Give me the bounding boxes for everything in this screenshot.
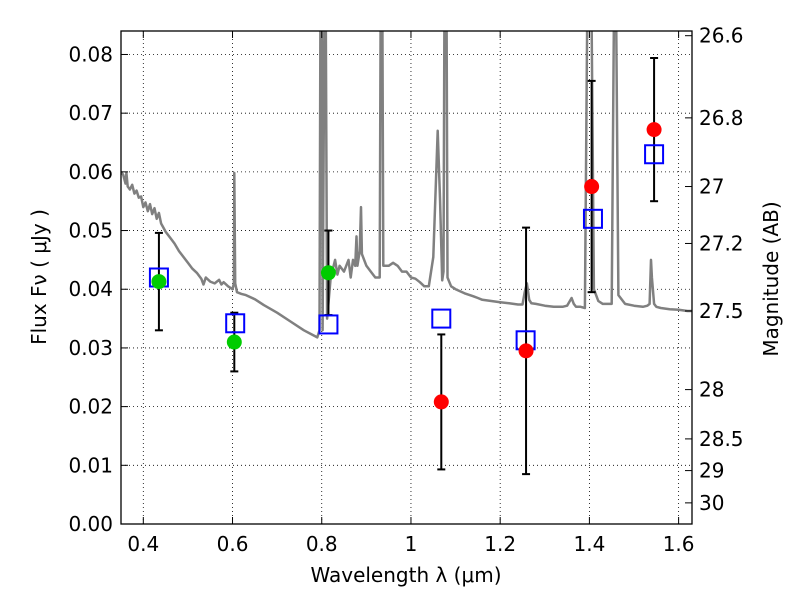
x-tick-labels: 0.4 0.6 0.8 1 1.2 1.4 1.6: [127, 532, 694, 556]
mag-tick-label: 27.5: [699, 299, 744, 323]
x-tick-label: 0.8: [306, 532, 338, 556]
y-tick-label: 0.02: [68, 395, 113, 419]
plot-frame: [120, 30, 693, 525]
x-tick-label: 1.6: [663, 532, 695, 556]
y-tick-label: 0.03: [68, 336, 113, 360]
y-tick-label: 0.05: [68, 219, 113, 243]
y-tick-label: 0.01: [68, 453, 113, 477]
y-tick-label: 0.00: [68, 512, 113, 536]
magnitude-tick-labels: 26.6 26.8 27 27.2 27.5 28 28.5 29 30: [699, 24, 744, 515]
mag-tick-label: 27.2: [699, 231, 744, 255]
y-tick-label: 0.06: [68, 160, 113, 184]
mag-tick-label: 29: [699, 459, 724, 483]
x-axis-title: Wavelength λ (μm): [310, 563, 501, 587]
observed-point: [646, 122, 662, 138]
observed-point: [433, 394, 449, 410]
x-tick-label: 1.2: [484, 532, 516, 556]
y-tick-label: 0.04: [68, 277, 113, 301]
model-photometry-square: [318, 314, 339, 335]
x-tick-label: 0.4: [127, 532, 159, 556]
y-tick-label: 0.08: [68, 42, 113, 66]
markers: [148, 122, 665, 410]
mag-tick-label: 30: [699, 491, 724, 515]
model-photometry-square: [431, 308, 452, 329]
mag-tick-label: 28.5: [699, 427, 744, 451]
x-tick-label: 0.6: [217, 532, 249, 556]
y-tick-label: 0.07: [68, 101, 113, 125]
mag-tick-label: 26.8: [699, 106, 744, 130]
mag-tick-label: 28: [699, 378, 724, 402]
right-axis-title: Magnitude (AB): [759, 201, 783, 356]
x-tick-label: 1.4: [573, 532, 605, 556]
model-sed-line: [121, 31, 692, 339]
observed-point: [151, 274, 167, 290]
x-tick-label: 1: [405, 532, 418, 556]
observed-point: [226, 334, 242, 350]
mag-tick-label: 27: [699, 175, 724, 199]
observed-point: [320, 265, 336, 281]
y-tick-labels: 0.00 0.01 0.02 0.03 0.04 0.05 0.06 0.07 0.08: [68, 42, 113, 536]
observed-point: [584, 179, 600, 195]
observed-point: [518, 343, 534, 359]
model-photometry-square: [582, 208, 603, 229]
model-photometry-square: [644, 144, 665, 165]
ticks: [121, 31, 692, 525]
model-photometry-square: [225, 313, 246, 334]
error-bars: [154, 56, 659, 476]
mag-tick-label: 26.6: [699, 24, 744, 48]
model-sed-layer: [121, 31, 692, 339]
y-axis-title: Flux Fν ( μJy ): [27, 209, 51, 345]
